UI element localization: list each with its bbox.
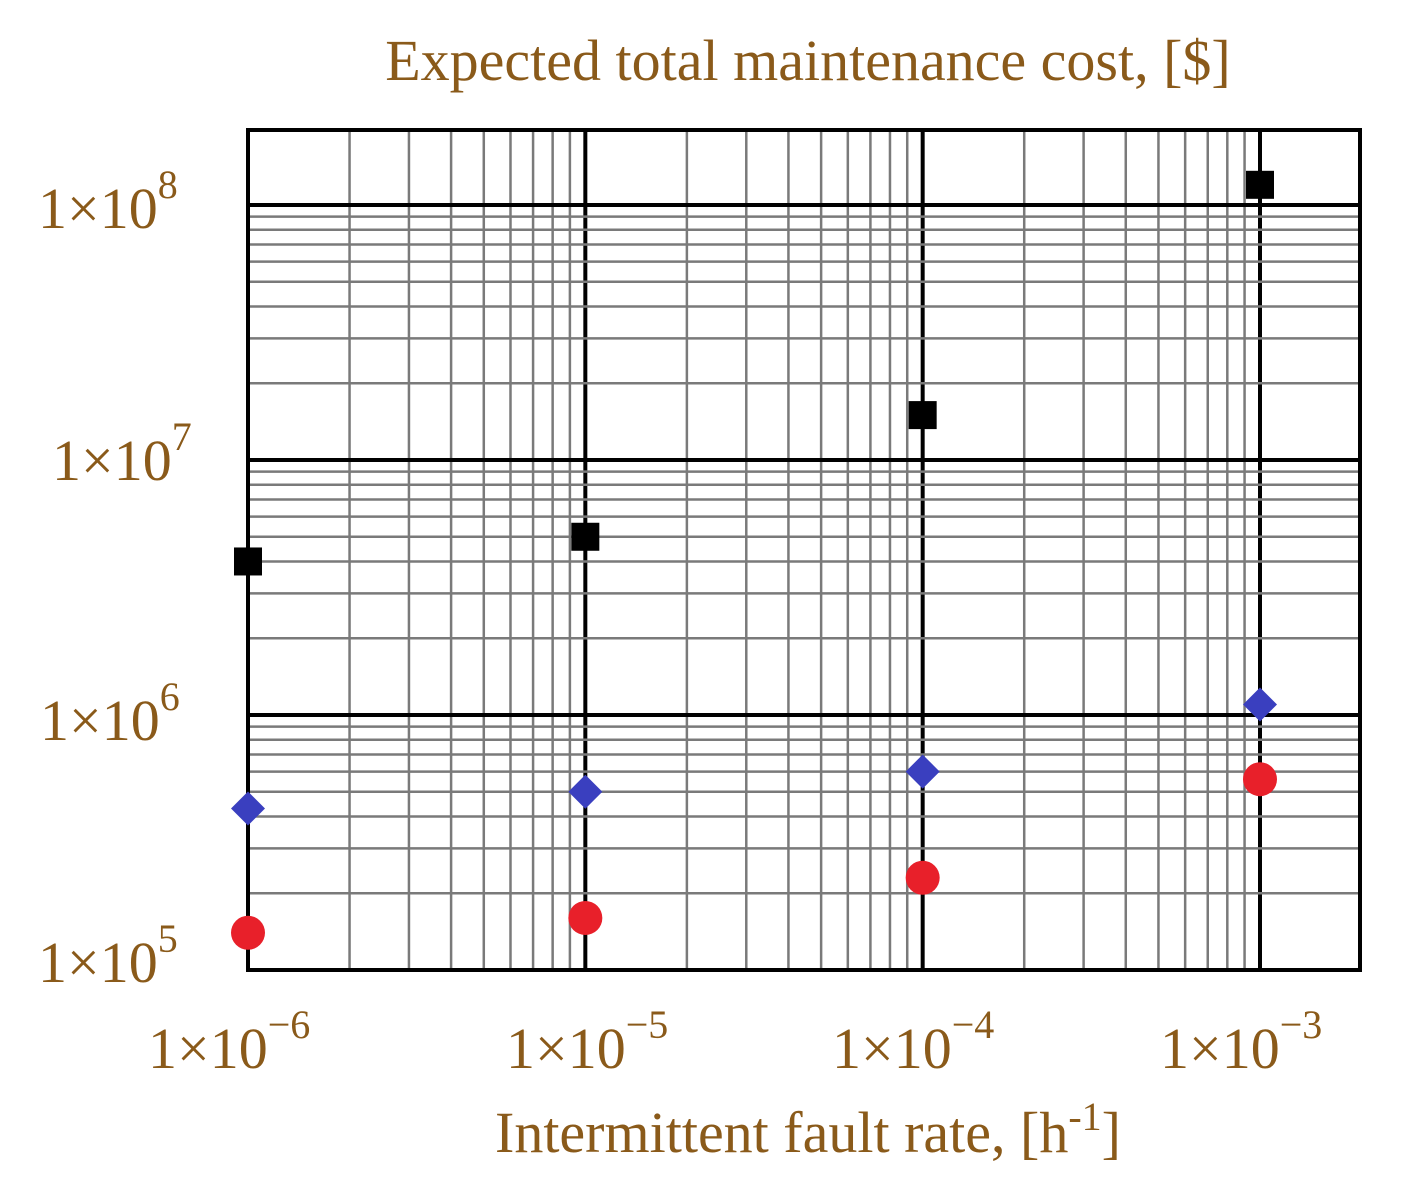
data-marks: [231, 170, 1277, 950]
data-point-diamond-3: [905, 754, 940, 789]
data-point-square-1: [234, 547, 262, 576]
x-tick-exponent: −6: [268, 1002, 311, 1047]
x-tick-base: 1×10: [832, 1016, 952, 1081]
x-tick-label: 1×10−3: [1160, 1002, 1322, 1081]
data-point-circle-2: [568, 900, 603, 935]
y-tick-base: 1×10: [52, 428, 172, 493]
x-axis-label-end: ]: [1102, 1100, 1121, 1165]
x-tick-label: 1×10−4: [832, 1002, 994, 1081]
x-axis-label-main: Intermittent fault rate, [h: [495, 1100, 1068, 1165]
grid: [246, 130, 1360, 972]
y-tick-exponent: 5: [158, 916, 178, 961]
x-tick-labels: 1×10−6 1×10−5 1×10−4 1×10−3: [148, 1002, 1322, 1081]
data-point-square-4: [1246, 170, 1274, 199]
data-point-diamond-2: [568, 774, 603, 809]
x-tick-base: 1×10: [148, 1016, 268, 1081]
data-point-square-2: [571, 522, 600, 551]
y-tick-label: 1×105: [38, 916, 178, 995]
x-tick-base: 1×10: [1160, 1016, 1280, 1081]
y-tick-base: 1×10: [40, 688, 160, 753]
x-tick-exponent: −5: [626, 1002, 669, 1047]
y-tick-label: 1×106: [40, 674, 180, 753]
y-tick-label: 1×108: [38, 162, 178, 241]
x-tick-label: 1×10−6: [148, 1002, 310, 1081]
y-tick-exponent: 6: [160, 674, 180, 719]
data-point-diamond-1: [231, 791, 265, 826]
y-tick-exponent: 8: [158, 162, 178, 207]
y-tick-base: 1×10: [38, 930, 158, 995]
data-point-circle-3: [905, 860, 940, 895]
x-tick-label: 1×10−5: [506, 1002, 668, 1081]
data-point-square-3: [908, 401, 937, 430]
x-axis-label: Intermittent fault rate, [h-1]: [495, 1094, 1121, 1165]
x-tick-base: 1×10: [506, 1016, 626, 1081]
data-point-circle-1: [231, 915, 265, 950]
y-tick-label: 1×107: [52, 414, 192, 493]
y-tick-exponent: 7: [172, 414, 192, 459]
plot-frame: [246, 128, 1362, 972]
x-axis-label-exponent: -1: [1068, 1094, 1101, 1139]
data-point-diamond-4: [1243, 687, 1277, 722]
data-point-circle-4: [1243, 762, 1277, 797]
x-tick-exponent: −4: [952, 1002, 995, 1047]
y-tick-base: 1×10: [38, 176, 158, 241]
chart-title: Expected total maintenance cost, [$]: [385, 28, 1230, 93]
x-tick-exponent: −3: [1280, 1002, 1323, 1047]
